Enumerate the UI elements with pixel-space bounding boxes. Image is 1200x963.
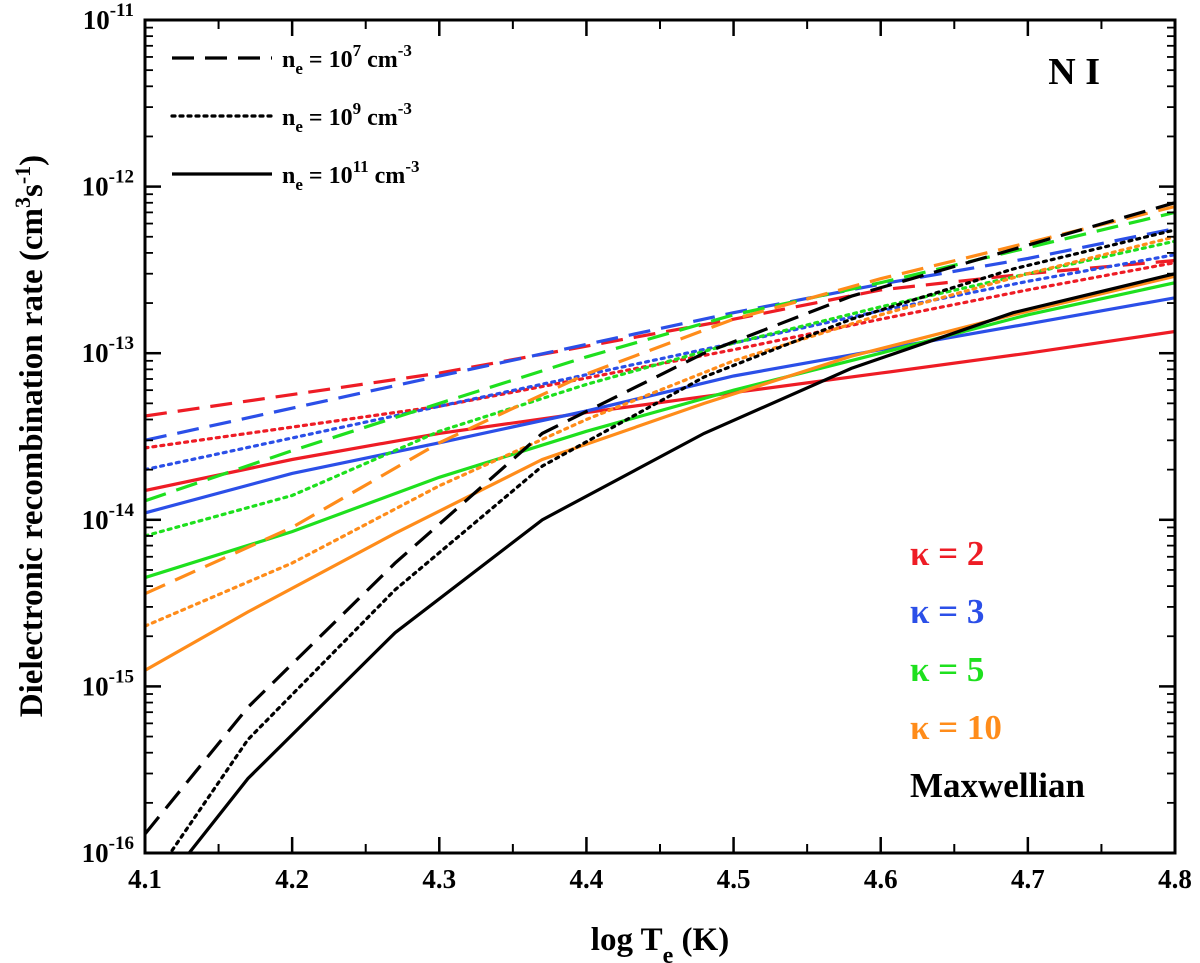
x-tick-label: 4.7 <box>1011 864 1045 894</box>
x-tick-labels: 4.1 4.2 4.3 4.4 4.5 4.6 4.7 4.8 <box>128 864 1192 894</box>
ticks-layer <box>143 18 1177 855</box>
y-tick-label: 10-12 <box>82 167 134 202</box>
legend-label-dashed: ne = 107 cm-3 <box>282 41 412 78</box>
x-axis-title: log Te (K) <box>591 922 729 963</box>
legend-label-dotted: ne = 109 cm-3 <box>282 99 412 136</box>
series-kappa-maxwellian-ne-1e11-solid <box>187 272 1175 853</box>
series-kappa-3-ne-1e11-solid <box>145 296 1175 515</box>
x-tick-label: 4.1 <box>128 864 162 894</box>
annotation-species: N I <box>1048 51 1100 93</box>
legend-entry-5: κ = 5 <box>910 650 984 689</box>
series-kappa-maxwellian-ne-1e9-dotted <box>168 228 1175 853</box>
legend-entry-10: κ = 10 <box>910 708 1002 747</box>
y-tick-labels: 10-16 10-15 10-14 10-13 10-12 10-11 <box>82 0 135 868</box>
legend-entry-2: κ = 2 <box>910 534 984 573</box>
y-tick-label: 10-14 <box>82 500 135 535</box>
series-kappa-2-ne-1e7-dashed <box>145 258 1175 418</box>
series-kappa-2-ne-1e11-solid <box>145 329 1175 493</box>
y-tick-label: 10-15 <box>82 666 134 701</box>
y-tick-label: 10-13 <box>82 333 134 368</box>
color-legend: κ = 2 κ = 3 κ = 5 κ = 10 Maxwellian <box>910 534 1085 805</box>
series-layer <box>145 201 1175 853</box>
series-kappa-3-ne-1e9-dotted <box>145 253 1175 472</box>
x-tick-label: 4.4 <box>570 864 604 894</box>
series-kappa-2-ne-1e9-dotted <box>145 261 1175 450</box>
y-tick-label: 10-11 <box>83 0 134 35</box>
legend-entry-maxwellian: Maxwellian <box>910 766 1085 805</box>
x-tick-label: 4.8 <box>1158 864 1192 894</box>
series-kappa-10-ne-1e7-dashed <box>145 204 1175 596</box>
legend-label-solid: ne = 1011 cm-3 <box>282 157 419 194</box>
x-tick-label: 4.5 <box>717 864 751 894</box>
legend-entry-3: κ = 3 <box>910 592 984 631</box>
y-axis-title: Dielectronic recombination rate (cm3s-1) <box>10 155 51 717</box>
x-tick-label: 4.6 <box>864 864 898 894</box>
style-legend: ne = 107 cm-3 ne = 109 cm-3 ne = 1011 cm-3 <box>170 41 419 194</box>
series-kappa-5-ne-1e11-solid <box>145 281 1175 580</box>
x-tick-label: 4.3 <box>422 864 456 894</box>
y-tick-label: 10-16 <box>82 833 134 868</box>
x-tick-label: 4.2 <box>275 864 309 894</box>
series-kappa-maxwellian-ne-1e7-dashed <box>145 201 1175 836</box>
series-kappa-10-ne-1e9-dotted <box>145 235 1175 628</box>
